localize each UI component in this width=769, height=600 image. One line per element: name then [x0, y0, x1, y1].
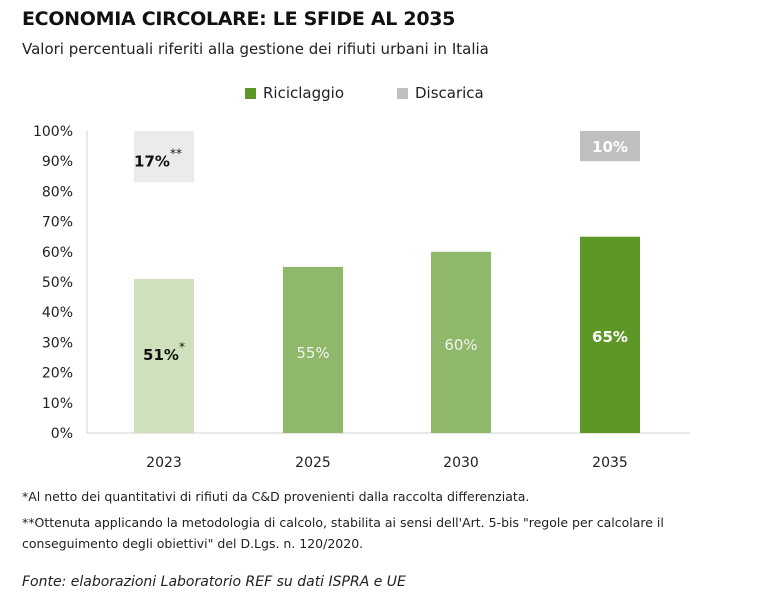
- y-tick-label: 50%: [42, 275, 73, 291]
- y-tick-label: 80%: [42, 184, 73, 200]
- data-label-riciclaggio-2030: 60%: [444, 336, 477, 354]
- chart: Riciclaggio Discarica 0% 10% 20% 30% 40% 50% 60%…: [33, 84, 690, 471]
- bar-discarica-2023: [134, 131, 194, 183]
- subtitle: Valori percentuali riferiti alla gestion…: [22, 40, 489, 58]
- legend-swatch-discarica: [397, 88, 408, 99]
- footnote-2: **Ottenuta applicando la metodologia di …: [22, 515, 664, 551]
- bar-discarica-2035: [580, 131, 640, 162]
- y-tick-label: 60%: [42, 245, 73, 261]
- legend-label-riciclaggio: Riciclaggio: [263, 84, 344, 102]
- bar-riciclaggio-2023: [134, 278, 194, 433]
- source: Fonte: elaborazioni Laboratorio REF su d…: [22, 574, 406, 590]
- x-tick-label: 2023: [146, 455, 182, 471]
- y-tick-label: 30%: [42, 335, 73, 351]
- y-tick-label: 90%: [42, 154, 73, 170]
- y-tick-label: 0%: [51, 426, 73, 442]
- y-tick-label: 10%: [42, 396, 73, 412]
- y-tick-label: 70%: [42, 215, 73, 231]
- bar-riciclaggio-2035: [580, 236, 640, 433]
- y-tick-label: 40%: [42, 305, 73, 321]
- data-label-riciclaggio-2025: 55%: [296, 344, 329, 362]
- legend-swatch-riciclaggio: [245, 88, 256, 99]
- page-title: ECONOMIA CIRCOLARE: LE SFIDE AL 2035: [22, 8, 456, 30]
- y-tick-label: 20%: [42, 366, 73, 382]
- bar-riciclaggio-2025: [283, 266, 343, 433]
- x-tick-label: 2025: [295, 455, 331, 471]
- x-tick-label: 2030: [443, 455, 479, 471]
- bar-riciclaggio-2030: [431, 251, 491, 433]
- y-tick-label: 100%: [33, 124, 73, 140]
- x-tick-label: 2035: [592, 455, 628, 471]
- data-label-riciclaggio-2035: 65%: [592, 328, 628, 346]
- data-label-discarica-2035: 10%: [592, 138, 628, 156]
- legend-label-discarica: Discarica: [415, 84, 484, 102]
- footnote-1: *Al netto dei quantitativi di rifiuti da…: [22, 489, 530, 504]
